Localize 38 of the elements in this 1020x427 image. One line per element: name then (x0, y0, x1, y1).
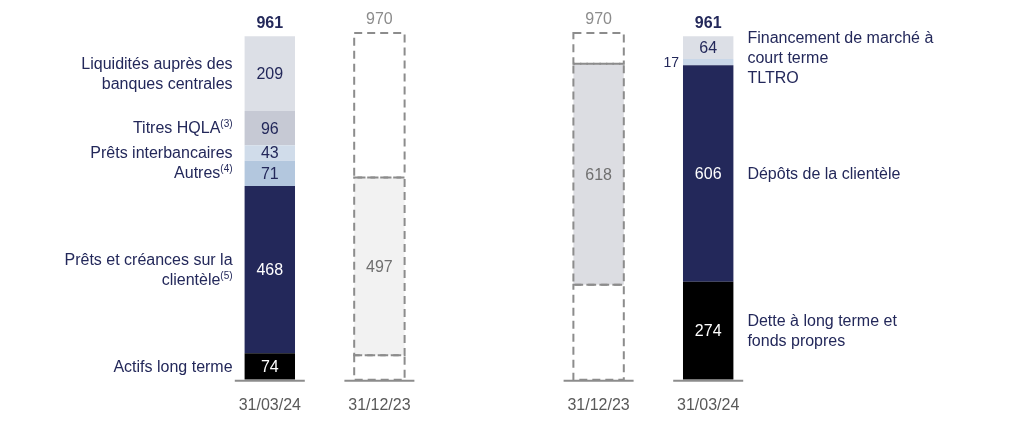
data-label: 74 (260, 357, 279, 375)
total-label: 970 (366, 10, 393, 28)
series-label: TLTRO (747, 67, 800, 88)
data-label: 209 (256, 64, 284, 82)
series-label: Actifs long terme (112, 356, 233, 377)
bar (244, 186, 296, 354)
total-label: 961 (256, 13, 284, 31)
series-label: Prêts interbancaires (89, 142, 233, 163)
bar (682, 281, 734, 380)
data-label: 618 (585, 165, 613, 183)
data-label: 96 (260, 119, 279, 137)
bar (244, 110, 296, 146)
bar (244, 36, 296, 111)
data-label: 71 (260, 164, 279, 182)
bar (244, 353, 296, 380)
series-label: Dépôts de la clientèle (747, 163, 902, 184)
series-label: Prêts et créances sur la clientèle$^{(5)}$ (63, 249, 233, 290)
bar (682, 59, 734, 66)
series-label: Financement de marché à court terme (747, 27, 935, 68)
data-label: 497 (366, 257, 393, 275)
bar (244, 160, 296, 187)
data-label: 43 (260, 144, 279, 162)
x-tick-label: 31/12/23 (567, 395, 630, 413)
data-label: 468 (256, 261, 284, 279)
x-tick-label: 31/03/24 (238, 395, 302, 413)
series-label: Autres$^{(4)}$ (173, 163, 233, 184)
data-label: 64 (699, 39, 718, 57)
total-label: 961 (694, 13, 722, 31)
x-tick-label: 31/12/23 (348, 395, 411, 413)
x-tick-label: 31/03/24 (677, 395, 740, 413)
series-label: Dette à long terme et fonds propres (747, 310, 898, 351)
data-label: 17 (663, 54, 680, 70)
series-label: Liquidités auprès des banques centrales (80, 53, 233, 94)
data-label: 274 (694, 322, 722, 340)
total-label: 970 (585, 10, 613, 28)
series-label: Titres HQLA$^{(3)}$ (131, 117, 233, 139)
bar (682, 65, 734, 282)
data-label: 606 (694, 164, 722, 182)
